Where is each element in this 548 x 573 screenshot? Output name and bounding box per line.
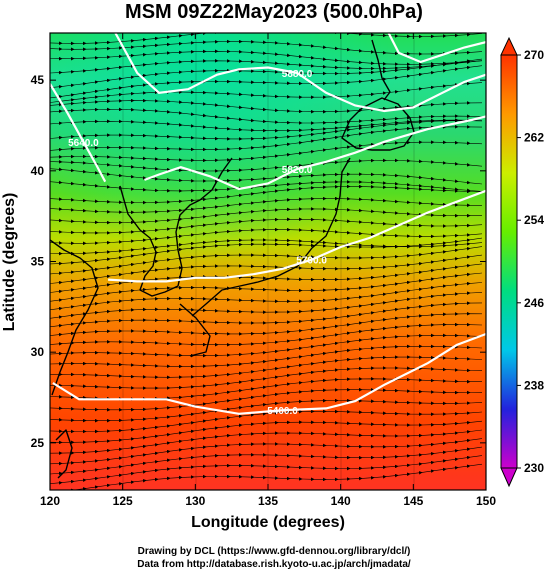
credit-dcl: Drawing by DCL (https://www.gfd-dennou.o… xyxy=(137,546,411,557)
colorbar-max-triangle xyxy=(500,36,518,56)
credit-data-source: Data from http://database.rish.kyoto-u.a… xyxy=(137,559,411,570)
streamlines xyxy=(50,33,483,490)
colorbar-tick-label: 246 xyxy=(524,296,544,310)
colorbar-tick-label: 230 xyxy=(524,461,544,475)
coastline-honshu xyxy=(191,157,351,317)
coastline-korea xyxy=(119,157,233,297)
streamline xyxy=(50,81,483,104)
contour-line xyxy=(144,115,486,191)
y-tick-label: 25 xyxy=(31,436,45,450)
streamline xyxy=(50,140,483,163)
x-tick-label: 130 xyxy=(185,494,205,508)
contour-line xyxy=(50,83,107,183)
colorbar-tick-label: 238 xyxy=(524,378,544,392)
y-tick-label: 45 xyxy=(31,73,45,87)
grid-lines xyxy=(122,33,415,490)
x-tick-label: 125 xyxy=(113,494,133,508)
coastlines xyxy=(50,39,415,479)
streamline xyxy=(58,463,483,490)
coastline-taiwan xyxy=(55,429,73,479)
y-tick-label: 30 xyxy=(31,345,45,359)
coastline-hokkaido xyxy=(341,97,415,151)
contour-line xyxy=(52,332,486,415)
x-tick-label: 145 xyxy=(403,494,423,508)
x-axis: 120 125 130 135 140 145 150 xyxy=(40,33,496,508)
colorbar: 230 238 246 254 262 270 xyxy=(500,36,544,488)
contour-label: 5400.0 xyxy=(267,406,298,417)
contour-label: 5880.0 xyxy=(282,69,313,80)
contour-lines: 5400.0 5700.0 5820.0 5880.0 5640.0 xyxy=(50,33,486,417)
chart-title: MSM 09Z22May2023 (500.0hPa) xyxy=(125,1,423,23)
y-tick-label: 40 xyxy=(31,164,45,178)
plot-area: 5400.0 5700.0 5820.0 5880.0 5640.0 xyxy=(50,33,486,490)
colorbar-tick-label: 270 xyxy=(524,48,544,62)
colorbar-tick-label: 254 xyxy=(524,213,544,227)
x-tick-label: 135 xyxy=(258,494,278,508)
colorbar-tick-label: 262 xyxy=(524,131,544,145)
y-tick-label: 35 xyxy=(31,255,45,269)
x-tick-label: 120 xyxy=(40,494,60,508)
contour-line xyxy=(387,33,486,64)
colorbar-ticks: 230 238 246 254 262 270 xyxy=(517,48,544,475)
contour-line xyxy=(114,33,486,113)
contour-label: 5640.0 xyxy=(68,138,99,149)
colorbar-bar xyxy=(500,54,518,469)
colorbar-min-triangle xyxy=(500,467,518,488)
y-axis-label: Latitude (degrees) xyxy=(1,193,18,332)
y-axis: 25 30 35 40 45 xyxy=(31,73,486,450)
x-axis-label: Longitude (degrees) xyxy=(191,514,345,531)
contour-label: 5700.0 xyxy=(296,256,327,267)
x-tick-label: 140 xyxy=(331,494,351,508)
streamline xyxy=(50,167,483,185)
coastline-sakhalin xyxy=(371,39,391,101)
contour-line xyxy=(108,189,486,283)
coastline-kyushu xyxy=(179,303,211,357)
contour-label: 5820.0 xyxy=(282,165,313,176)
x-tick-label: 150 xyxy=(476,494,496,508)
coastline-china xyxy=(50,239,99,396)
